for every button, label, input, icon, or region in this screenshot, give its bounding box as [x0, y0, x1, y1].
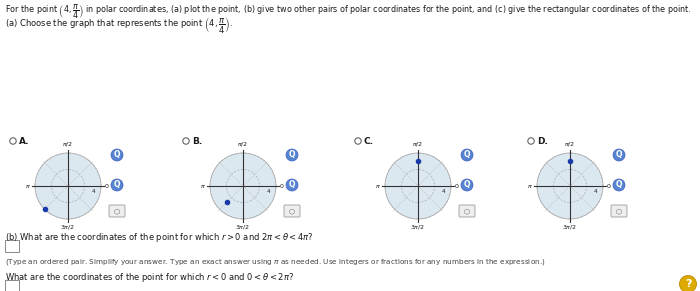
Text: For the point $\left(4,\dfrac{\pi}{4}\right)$ in polar coordinates, (a) plot the: For the point $\left(4,\dfrac{\pi}{4}\ri… — [5, 2, 691, 21]
Text: $\pi/2$: $\pi/2$ — [412, 140, 423, 148]
Text: Q: Q — [113, 150, 120, 159]
Text: $\pi/2$: $\pi/2$ — [564, 140, 575, 148]
Text: D.: D. — [537, 136, 548, 146]
Circle shape — [111, 179, 123, 191]
Text: 0: 0 — [455, 184, 459, 189]
Text: ⬡: ⬡ — [464, 208, 470, 214]
Text: Q: Q — [288, 180, 295, 189]
Text: 4: 4 — [594, 189, 598, 194]
Text: $3\pi/2$: $3\pi/2$ — [235, 223, 251, 231]
Text: Q: Q — [463, 180, 470, 189]
Text: $\pi$: $\pi$ — [25, 182, 31, 189]
Text: 4: 4 — [92, 189, 95, 194]
Text: 4: 4 — [442, 189, 445, 194]
Text: ⬡: ⬡ — [289, 208, 295, 214]
Circle shape — [286, 179, 298, 191]
Text: B.: B. — [192, 136, 202, 146]
Circle shape — [385, 153, 451, 219]
Text: $\pi/2$: $\pi/2$ — [237, 140, 248, 148]
Text: C.: C. — [364, 136, 374, 146]
Text: $\pi$: $\pi$ — [200, 182, 206, 189]
FancyBboxPatch shape — [5, 280, 19, 291]
Text: $\pi$: $\pi$ — [375, 182, 381, 189]
Text: ⬡: ⬡ — [114, 208, 120, 214]
Circle shape — [537, 153, 603, 219]
Text: $\pi$: $\pi$ — [527, 182, 533, 189]
Text: $3\pi/2$: $3\pi/2$ — [60, 223, 76, 231]
Circle shape — [35, 153, 101, 219]
Circle shape — [613, 179, 625, 191]
Text: (b) What are the coordinates of the point for which $r > 0$ and $2\pi < \theta <: (b) What are the coordinates of the poin… — [5, 231, 314, 244]
Text: Q: Q — [113, 180, 120, 189]
Text: ?: ? — [685, 279, 692, 289]
Text: A.: A. — [19, 136, 29, 146]
Text: (Type an ordered pair. Simplify your answer. Type an exact answer using $\pi$ as: (Type an ordered pair. Simplify your ans… — [5, 257, 545, 267]
Text: (a) Choose the graph that represents the point $\left(4,\dfrac{\pi}{4}\right)$.: (a) Choose the graph that represents the… — [5, 15, 233, 35]
Circle shape — [210, 153, 276, 219]
Text: 4: 4 — [267, 189, 270, 194]
Text: 0: 0 — [607, 184, 611, 189]
Text: Q: Q — [616, 150, 622, 159]
Circle shape — [286, 149, 298, 161]
Text: What are the coordinates of the point for which $r < 0$ and $0 < \theta < 2\pi$?: What are the coordinates of the point fo… — [5, 271, 294, 284]
Text: $3\pi/2$: $3\pi/2$ — [563, 223, 578, 231]
Text: Q: Q — [288, 150, 295, 159]
Text: ⬡: ⬡ — [616, 208, 622, 214]
Circle shape — [461, 149, 473, 161]
Circle shape — [680, 276, 696, 291]
Text: 0: 0 — [280, 184, 284, 189]
FancyBboxPatch shape — [109, 205, 125, 217]
Circle shape — [461, 179, 473, 191]
Text: Q: Q — [616, 180, 622, 189]
Circle shape — [613, 149, 625, 161]
FancyBboxPatch shape — [284, 205, 300, 217]
Text: $3\pi/2$: $3\pi/2$ — [410, 223, 426, 231]
FancyBboxPatch shape — [459, 205, 475, 217]
FancyBboxPatch shape — [5, 240, 19, 252]
Circle shape — [111, 149, 123, 161]
Text: Q: Q — [463, 150, 470, 159]
FancyBboxPatch shape — [611, 205, 627, 217]
Text: $\pi/2$: $\pi/2$ — [62, 140, 74, 148]
Text: 0: 0 — [105, 184, 109, 189]
